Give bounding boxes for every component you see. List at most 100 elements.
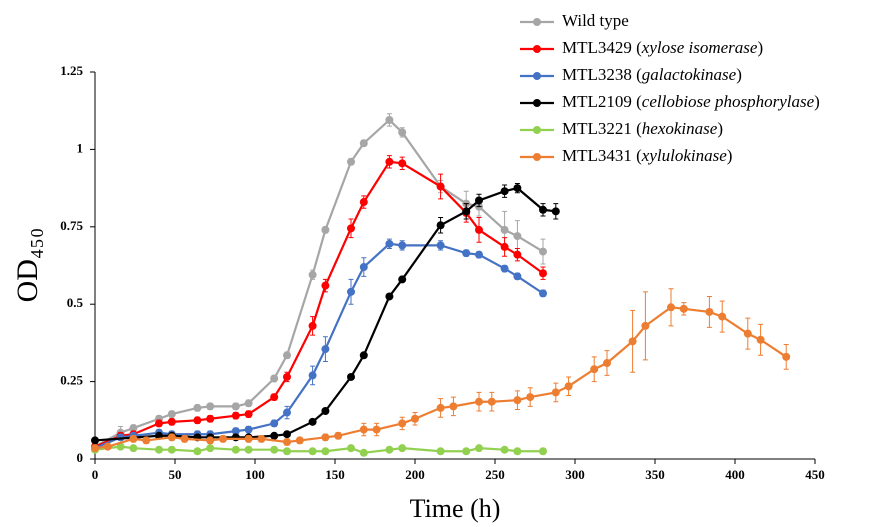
data-point (167, 417, 176, 426)
data-point (231, 411, 240, 420)
data-point (513, 396, 522, 405)
data-point (193, 416, 202, 425)
legend-label: Wild type (562, 11, 629, 30)
data-point (321, 407, 330, 416)
data-point (436, 447, 445, 456)
x-tick-label: 100 (245, 467, 265, 482)
data-point (206, 414, 215, 423)
data-point (257, 434, 266, 443)
data-point (270, 419, 279, 428)
data-point (628, 337, 637, 346)
data-point (385, 115, 394, 124)
series-line (94, 118, 544, 448)
x-tick-label: 250 (485, 467, 505, 482)
legend-marker (533, 99, 541, 107)
data-point (167, 445, 176, 454)
data-point (513, 250, 522, 259)
data-point (347, 224, 355, 233)
data-point (782, 352, 791, 361)
legend-marker (533, 45, 541, 53)
data-point (308, 447, 317, 456)
data-point (167, 410, 176, 419)
x-tick-label: 0 (92, 467, 99, 482)
data-point (462, 249, 471, 258)
data-point (475, 196, 483, 205)
data-point (398, 419, 407, 428)
data-point (219, 434, 227, 443)
x-tick-label: 50 (169, 467, 182, 482)
data-point (551, 388, 560, 397)
data-point (756, 335, 765, 344)
data-point (551, 207, 560, 216)
data-point (347, 287, 355, 296)
data-point (295, 436, 304, 445)
x-tick-label: 350 (645, 467, 665, 482)
data-point (436, 241, 445, 250)
data-point (308, 371, 317, 380)
legend-label: MTL3429 (xylose isomerase) (562, 38, 763, 57)
data-point (475, 397, 483, 406)
data-point (462, 447, 471, 456)
data-point (244, 410, 253, 419)
data-point (270, 374, 279, 383)
data-point (103, 442, 112, 451)
data-point (283, 437, 291, 446)
data-point (321, 447, 330, 456)
y-tick-label: 1 (77, 140, 84, 155)
x-tick-label: 200 (405, 467, 425, 482)
x-axis-label: Time (h) (410, 494, 501, 523)
data-point (206, 436, 215, 445)
data-point (231, 445, 240, 454)
data-point (206, 444, 215, 453)
data-point (475, 225, 483, 234)
data-point (500, 187, 509, 196)
data-point (347, 157, 355, 166)
data-point (436, 182, 445, 191)
data-point (436, 403, 445, 412)
data-point (167, 433, 176, 442)
series-line (94, 186, 556, 442)
data-point (475, 444, 483, 453)
data-point (398, 159, 407, 168)
data-point (244, 399, 253, 408)
data-point (411, 414, 419, 423)
data-point (206, 402, 215, 411)
data-point (539, 269, 547, 278)
data-point (513, 272, 522, 281)
data-point (270, 431, 279, 440)
series (91, 288, 791, 453)
data-point (270, 393, 279, 402)
data-point (539, 447, 547, 456)
data-point (475, 250, 483, 259)
data-point (705, 307, 714, 316)
data-point (385, 239, 394, 248)
data-point (359, 263, 368, 272)
data-point (321, 281, 330, 290)
data-point (398, 275, 407, 284)
data-point (283, 372, 291, 381)
series (91, 442, 547, 457)
data-point (129, 444, 138, 453)
data-point (308, 417, 317, 426)
data-point (398, 128, 407, 137)
data-point (385, 445, 394, 454)
data-point (359, 425, 368, 434)
data-point (449, 402, 458, 411)
data-point (91, 436, 99, 445)
data-point (308, 270, 317, 279)
data-point (231, 402, 240, 411)
y-tick-label: 1.25 (60, 63, 83, 78)
data-point (526, 393, 535, 402)
data-point (321, 433, 330, 442)
data-point (500, 225, 509, 234)
y-axis-label: OD₄₅₀ (11, 228, 44, 303)
data-point (180, 434, 189, 443)
data-point (347, 372, 355, 381)
data-point (487, 397, 496, 406)
data-point (129, 434, 138, 443)
data-point (641, 321, 650, 330)
data-point (667, 303, 675, 312)
data-point (564, 382, 573, 391)
